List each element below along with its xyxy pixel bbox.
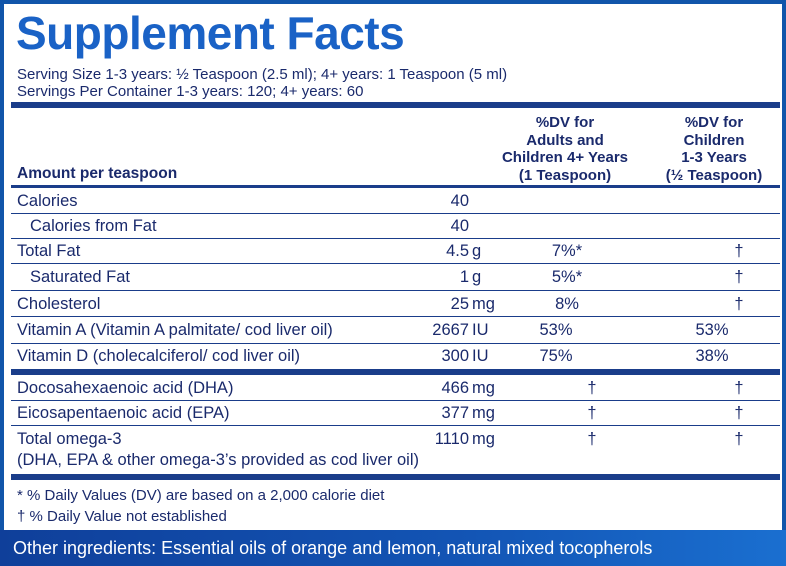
nutrient-unit: g [472,268,482,286]
omega-note: (DHA, EPA & other omega-3’s provided as … [17,451,419,469]
nutrient-name: Total omega-3 [17,430,122,448]
amount-per-teaspoon-label: Amount per teaspoon [17,165,178,182]
dv-adults-value: 8% [555,295,579,313]
dv-adults-value: 7%* [551,242,583,260]
nutrient-amount: 25 [450,295,469,313]
nutrient-amount: 1110 [434,430,469,448]
nutrient-amount: 1 [459,268,469,286]
nutrient-amount: 4.5 [446,242,469,260]
dv-adults-header-line: (1 Teaspoon) [518,166,612,184]
nutrient-name: Cholesterol [17,295,101,313]
footnote-not-established: † % Daily Value not established [17,508,227,525]
nutrient-amount: 2667 [432,321,469,339]
servings-per-container: Servings Per Container 1-3 years: 120; 4… [17,83,364,100]
nutrient-amount: 377 [441,404,469,422]
nutrient-name: Saturated Fat [30,268,130,286]
dv-children-value: 38% [695,347,729,365]
nutrient-name: Total Fat [17,242,81,260]
dv-adults-value: † [587,404,597,422]
nutrient-unit: g [472,242,482,260]
dv-adults-value: † [587,379,597,397]
dv-children-value: † [734,430,744,448]
thick-rule-middle [11,369,780,375]
dv-children-header-line: 1-3 Years [681,149,747,166]
dv-adults-value: † [587,430,597,448]
nutrient-unit: mg [472,295,495,313]
other-ingredients-text: Other ingredients: Essential oils of ora… [13,538,653,558]
row-divider [11,290,780,291]
panel-title: Supplement Facts [16,7,405,59]
dv-children-value: † [734,268,744,286]
dv-children-header: %DV for Children 1-3 Years (½ Teaspoon) [650,114,778,184]
nutrient-name: Vitamin A (Vitamin A palmitate/ cod live… [17,321,333,339]
nutrient-amount: 300 [441,347,469,365]
serving-size: Serving Size 1-3 years: ½ Teaspoon (2.5 … [17,66,508,83]
row-divider [11,263,780,264]
nutrient-unit: mg [472,379,495,397]
dv-children-header-line: Children [683,131,745,149]
row-divider [11,425,780,426]
dv-children-value: † [734,295,744,313]
dv-children-header-line: (½ Teaspoon) [665,166,763,184]
nutrient-unit: IU [472,321,489,339]
nutrient-name: Docosahexaenoic acid (DHA) [17,379,234,397]
nutrient-name: Vitamin D (cholecalciferol/ cod liver oi… [17,347,301,365]
thick-rule-bottom [11,474,780,480]
nutrient-unit: mg [472,404,495,422]
dv-children-header-line: %DV for [684,114,744,131]
dv-adults-header-line: Children 4+ Years [501,149,629,166]
row-divider [11,238,780,239]
row-divider [11,316,780,317]
dv-children-value: † [734,404,744,422]
nutrient-unit: IU [472,347,489,365]
dv-children-value: 53% [695,321,729,339]
footnote-dv: * % Daily Values (DV) are based on a 2,0… [17,487,385,504]
dv-adults-value: 53% [539,321,573,339]
dv-children-value: † [734,242,744,260]
dv-adults-header-line: %DV for [535,114,595,131]
dv-children-value: † [734,379,744,397]
row-divider [11,400,780,401]
nutrient-name: Calories [17,192,78,210]
nutrient-unit: mg [472,430,495,448]
nutrient-amount: 466 [441,379,469,397]
dv-adults-value: 75% [539,347,573,365]
row-divider [11,213,780,214]
dv-adults-value: 5%* [551,268,583,286]
nutrient-name: Eicosapentaenoic acid (EPA) [17,404,230,422]
row-divider [11,343,780,344]
nutrient-name: Calories from Fat [30,217,157,235]
nutrient-amount: 40 [450,217,469,235]
dv-adults-header: %DV for Adults and Children 4+ Years (1 … [480,114,650,184]
thick-rule-top [11,102,780,108]
dv-adults-header-line: Adults and [526,131,604,149]
nutrient-amount: 40 [450,192,469,210]
header-rule [11,185,780,188]
other-ingredients-band: Other ingredients: Essential oils of ora… [0,530,786,566]
